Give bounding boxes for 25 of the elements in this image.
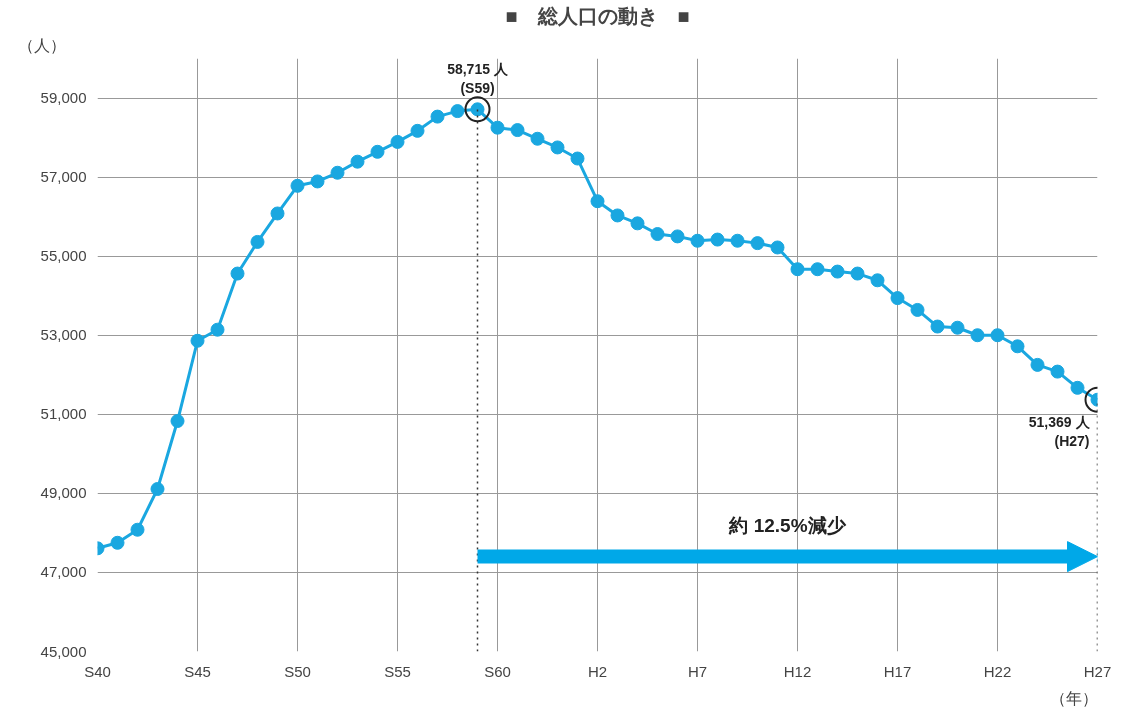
y-tick-label: 59,000 (40, 89, 87, 107)
x-tick-label: S55 (384, 662, 411, 680)
y-tick-label: 45,000 (40, 642, 87, 660)
x-tick-label: H27 (1083, 662, 1112, 680)
x-tick-label: S50 (284, 662, 311, 680)
y-tick-label: 55,000 (40, 247, 87, 265)
x-tick-label: H17 (883, 662, 912, 680)
x-tick-label: H12 (783, 662, 812, 680)
y-axis-title: （人） (17, 36, 66, 54)
annotation: 51,369 人 (H27) (1028, 413, 1091, 449)
x-tick-label: H22 (983, 662, 1012, 680)
chart-title: ■ 総人口の動き ■ (505, 5, 690, 27)
y-tick-label: 57,000 (40, 168, 87, 186)
x-tick-label: S60 (484, 662, 511, 680)
y-tick-label: 53,000 (40, 326, 87, 344)
y-tick-label: 51,000 (40, 405, 87, 423)
x-tick-label: H7 (687, 662, 708, 680)
x-tick-label: H2 (587, 662, 608, 680)
annotation: 58,715 人 (S59) (447, 61, 509, 97)
y-tick-label: 49,000 (40, 484, 87, 502)
x-tick-label: S45 (184, 662, 211, 680)
x-tick-label: S40 (84, 662, 111, 680)
annotation: 約 12.5%減少 (728, 514, 847, 536)
y-tick-label: 47,000 (40, 563, 87, 581)
x-axis-title: （年） (1049, 689, 1098, 707)
